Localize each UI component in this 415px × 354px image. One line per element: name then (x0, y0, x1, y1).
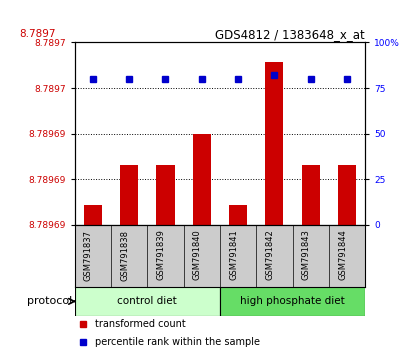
Text: percentile rank within the sample: percentile rank within the sample (95, 337, 260, 347)
Text: protocol: protocol (27, 296, 72, 306)
Text: GDS4812 / 1383648_x_at: GDS4812 / 1383648_x_at (215, 28, 365, 41)
Text: GSM791838: GSM791838 (120, 230, 129, 281)
Bar (338, 165, 356, 225)
Bar (156, 165, 175, 225)
Bar (265, 62, 283, 225)
Text: high phosphate diet: high phosphate diet (240, 296, 345, 306)
Bar (229, 205, 247, 225)
Text: transformed count: transformed count (95, 319, 186, 329)
Text: control diet: control diet (117, 296, 177, 306)
Text: GSM791839: GSM791839 (156, 230, 166, 280)
Text: GSM791842: GSM791842 (266, 230, 274, 280)
Bar (302, 165, 320, 225)
Text: GSM791843: GSM791843 (302, 230, 311, 280)
Text: GSM791840: GSM791840 (193, 230, 202, 280)
Bar (84, 205, 102, 225)
Text: GSM791841: GSM791841 (229, 230, 238, 280)
Bar (120, 165, 138, 225)
Text: GSM791837: GSM791837 (84, 230, 93, 281)
Text: 8.7897: 8.7897 (20, 29, 56, 39)
Bar (220, 287, 365, 316)
Bar (193, 133, 211, 225)
Bar (75, 287, 220, 316)
Text: GSM791844: GSM791844 (338, 230, 347, 280)
